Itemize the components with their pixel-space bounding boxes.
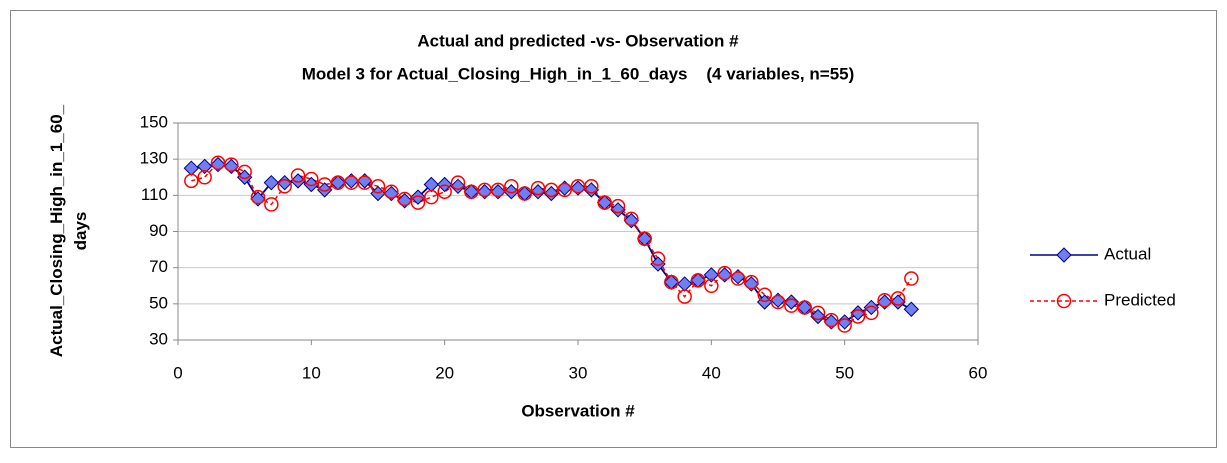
circle-marker [424,189,439,205]
chart-subtitle: Model 3 for Actual_Closing_High_in_1_60_… [302,64,855,83]
circle-marker [624,211,639,227]
circle-marker [410,195,426,210]
diamond-marker [650,256,666,272]
circle-marker [437,184,452,199]
circle-marker [224,157,239,172]
circle-marker [264,197,279,212]
circle-marker [717,265,732,281]
diamond-marker [863,299,880,316]
diamond-marker [610,202,626,218]
diamond-marker [850,305,866,321]
diamond-marker [890,294,906,310]
circle-marker [250,189,266,205]
circle-marker [517,186,532,201]
circle-marker [304,171,319,187]
circle-marker [637,231,652,246]
circle-marker [704,278,719,293]
circle-marker [504,179,519,194]
circle-marker [677,289,692,304]
x-tick-label: 60 [969,363,988,382]
diamond-marker [823,314,840,330]
legend-label: Actual [1104,244,1151,263]
x-tick-label: 40 [702,363,721,382]
diamond-marker [303,176,320,193]
diamond-marker [530,184,546,200]
diamond-marker [196,158,213,175]
y-axis-label: Actual_Closing_High_in_1_60_ days [47,104,90,357]
diamond-marker [503,184,520,200]
diamond-marker [276,174,293,191]
plot-area [177,122,979,341]
diamond-marker [490,184,506,200]
circle-marker [184,173,199,189]
circle-marker [610,198,626,214]
y-tick-label: 130 [140,149,168,168]
x-tick-label: 30 [569,363,588,382]
circle-marker [730,271,746,286]
circle-marker [837,318,852,333]
circle-marker [290,168,306,183]
diamond-marker [183,160,200,176]
diamond-marker [236,169,253,185]
y-tick-label: 50 [149,293,168,312]
circle-marker [557,182,572,198]
diamond-marker [423,176,440,193]
legend-label: Predicted [1104,290,1176,309]
y-tick-label: 90 [149,221,168,240]
diamond-marker [903,301,920,317]
x-tick-label: 20 [435,363,454,382]
diamond-marker [290,173,306,189]
circle-marker [890,291,906,306]
diamond-marker [583,182,600,198]
circle-marker [357,175,372,190]
circle-marker [277,179,292,194]
circle-marker [770,294,786,310]
circle-marker [597,195,612,210]
diamond-marker [543,185,560,202]
diamond-marker [676,276,693,292]
y-tick-label: 70 [149,257,168,276]
diamond-marker [410,189,426,205]
diamond-marker [703,267,720,283]
circle-marker [450,175,466,190]
diamond-marker [810,308,826,325]
x-tick-label: 10 [302,363,321,382]
circle-marker [690,273,706,288]
circle-marker [824,312,839,328]
circle-marker [384,184,399,199]
circle-marker [797,300,812,315]
chart-title: Actual and predicted -vs- Observation # [417,31,739,50]
circle-marker [664,274,679,290]
diamond-marker [263,174,280,191]
circle-marker [490,182,506,198]
diamond-marker [450,178,466,194]
y-tick-label: 150 [140,112,168,131]
circle-marker [810,305,826,321]
legend-marker [1056,293,1072,309]
x-axis-label: Observation # [521,401,635,420]
diamond-marker [783,294,800,310]
circle-marker [370,179,386,194]
x-tick-label: 50 [835,363,854,382]
diamond-marker [836,314,853,330]
circle-marker [650,251,666,266]
circle-marker [744,274,759,290]
circle-marker [850,309,866,324]
circle-marker [757,287,772,303]
legend-marker [1056,247,1072,263]
chart-frame [10,10,1217,448]
y-tick-label: 110 [141,185,168,204]
circle-marker [864,305,879,321]
x-tick-label: 0 [173,363,182,382]
y-tick-label: 30 [149,329,168,348]
diamond-marker [210,156,226,173]
circle-marker [904,271,919,286]
diamond-marker [316,182,333,198]
circle-marker [197,170,212,185]
circle-marker [397,191,412,207]
circle-marker [584,179,599,194]
circle-marker [237,164,252,180]
